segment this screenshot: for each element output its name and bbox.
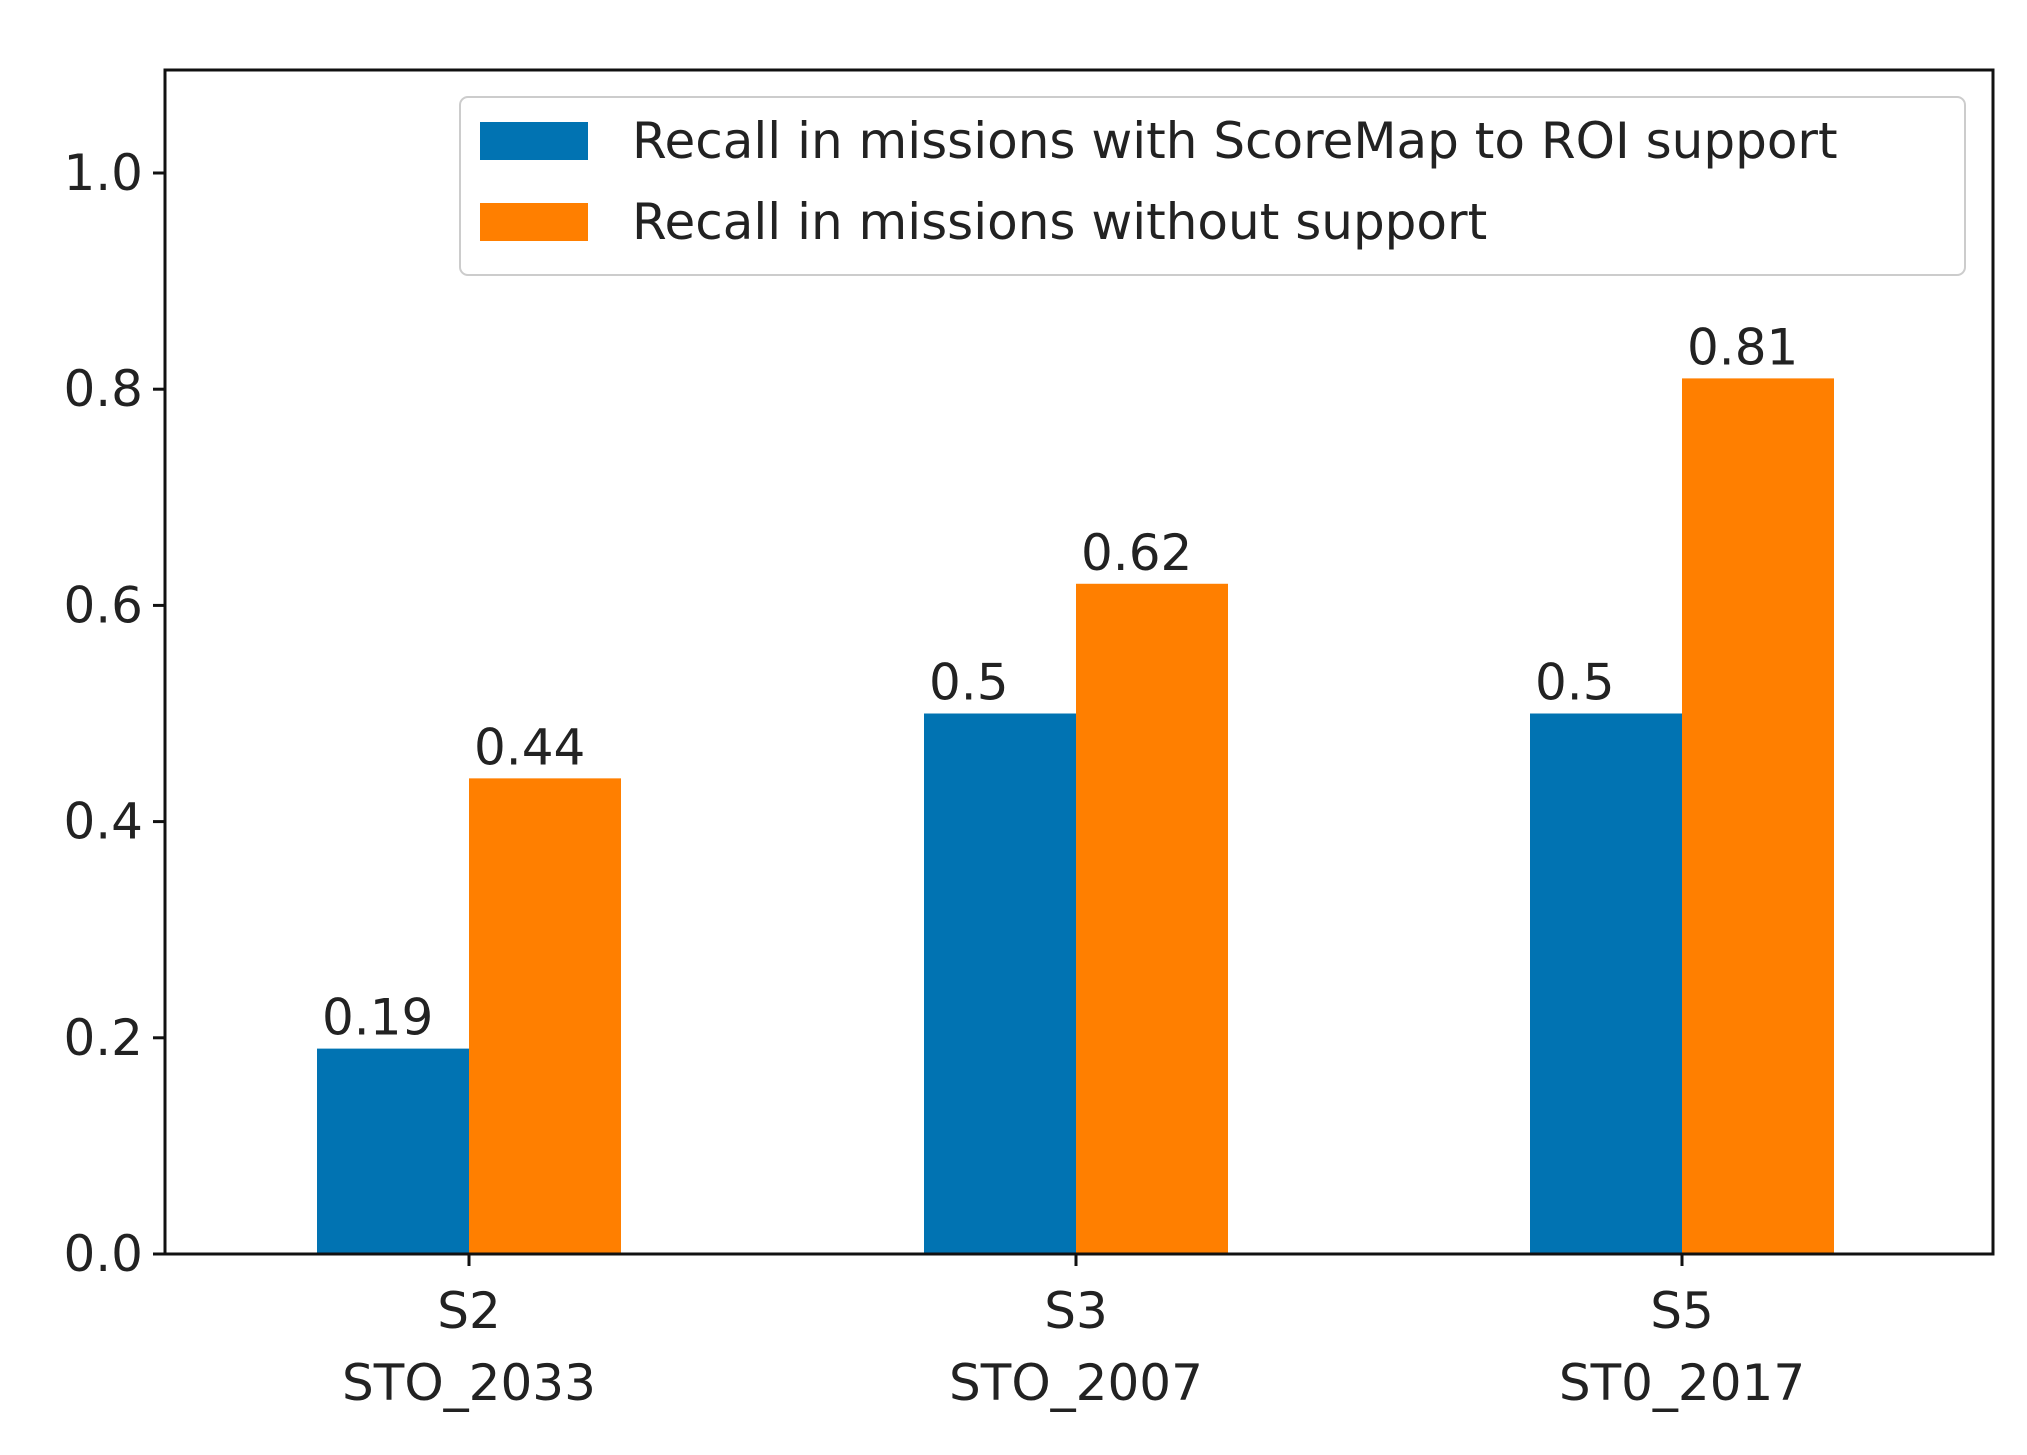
bar-0-0 bbox=[317, 1048, 469, 1254]
y-tick-label: 0.8 bbox=[63, 360, 143, 418]
x-category-label: ST0_2017 bbox=[1559, 1354, 1805, 1412]
bar-value-label: 0.5 bbox=[929, 654, 1009, 712]
bar-value-label: 0.44 bbox=[474, 718, 585, 776]
y-tick-label: 0.6 bbox=[63, 576, 143, 634]
bars-layer bbox=[317, 378, 1834, 1254]
plot-frame bbox=[163, 68, 1995, 1256]
x-axis: S2 STO_2033 S3 STO_2007 S5 ST0_2017 bbox=[342, 1254, 1805, 1412]
x-category-label: STO_2033 bbox=[342, 1354, 596, 1412]
legend-label-with-support: Recall in missions with ScoreMap to ROI … bbox=[632, 112, 1838, 170]
y-axis: 0.0 0.2 0.4 0.6 0.8 1.0 bbox=[63, 144, 165, 1283]
bar-2-1 bbox=[1682, 378, 1834, 1254]
legend: Recall in missions with ScoreMap to ROI … bbox=[459, 96, 1966, 276]
legend-swatch-with-support bbox=[480, 122, 588, 160]
bar-labels-layer: 0.19 0.44 0.5 0.62 0.5 0.81 bbox=[322, 318, 1798, 1046]
bar-value-label: 0.81 bbox=[1687, 318, 1798, 376]
bar-1-1 bbox=[1076, 583, 1228, 1254]
y-tick-label: 0.4 bbox=[63, 793, 143, 851]
x-category-label: S3 bbox=[1044, 1282, 1108, 1340]
x-category-label: STO_2007 bbox=[949, 1354, 1203, 1412]
bar-0-1 bbox=[469, 778, 621, 1254]
bar-value-label: 0.19 bbox=[322, 989, 433, 1047]
bar-value-label: 0.62 bbox=[1081, 524, 1192, 582]
bar-value-label: 0.5 bbox=[1535, 654, 1615, 712]
y-tick-label: 0.2 bbox=[63, 1009, 143, 1067]
y-tick-label: 0.0 bbox=[63, 1225, 143, 1283]
legend-box bbox=[459, 96, 1966, 276]
legend-label-without-support: Recall in missions without support bbox=[632, 193, 1487, 251]
x-category-label: S2 bbox=[437, 1282, 501, 1340]
legend-swatch-without-support bbox=[480, 203, 588, 241]
x-category-label: S5 bbox=[1650, 1282, 1714, 1340]
y-tick-label: 1.0 bbox=[63, 144, 143, 202]
bar-2-0 bbox=[1530, 713, 1682, 1254]
bar-1-0 bbox=[924, 713, 1076, 1254]
